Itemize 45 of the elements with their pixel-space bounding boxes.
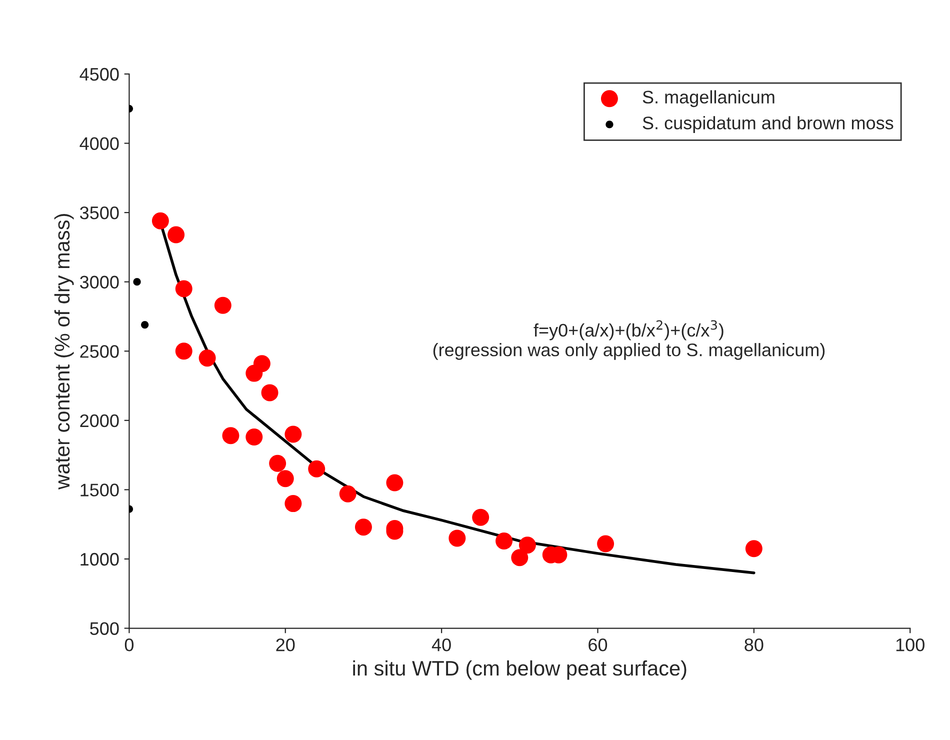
point bbox=[448, 530, 466, 547]
y-tick-label: 4000 bbox=[80, 137, 119, 150]
point bbox=[198, 350, 216, 367]
point bbox=[597, 535, 614, 552]
y-tick-label: 1000 bbox=[80, 552, 119, 566]
point bbox=[386, 474, 404, 492]
point bbox=[175, 342, 192, 360]
legend-label: S. magellanicum bbox=[642, 90, 774, 108]
x-tick-label: 100 bbox=[896, 638, 924, 652]
point bbox=[284, 495, 302, 512]
x-tick-label: 40 bbox=[432, 638, 451, 652]
point bbox=[518, 536, 536, 554]
x-tick-label: 80 bbox=[744, 638, 764, 652]
y-tick-label: 500 bbox=[90, 622, 119, 635]
x-tick-label: 20 bbox=[276, 638, 295, 652]
point bbox=[214, 296, 232, 314]
y-tick-label: 1500 bbox=[80, 484, 119, 496]
point bbox=[276, 470, 294, 488]
point bbox=[175, 280, 192, 298]
point bbox=[284, 426, 302, 443]
x-tick-label: 60 bbox=[588, 638, 608, 652]
point bbox=[222, 427, 240, 444]
y-tick-label: 4500 bbox=[80, 68, 119, 81]
point bbox=[261, 384, 278, 402]
annotation: f=y0+(a/x)+(b/x$^{2}$)+(c/x$^{3}$) (regression was only applied to S. magellanicum) bbox=[433, 320, 825, 360]
y-axis-title: water content (% of dry mass) bbox=[54, 214, 74, 490]
x-axis-title: in situ WTD (cm below peat surface) bbox=[353, 660, 686, 680]
y-tick-label: 3000 bbox=[80, 276, 119, 289]
point bbox=[745, 540, 762, 558]
y-tick-label: 2000 bbox=[80, 414, 119, 428]
point bbox=[354, 518, 372, 536]
y-tick-label: 2500 bbox=[80, 345, 119, 358]
point bbox=[472, 508, 490, 526]
point bbox=[308, 460, 326, 478]
point bbox=[339, 485, 356, 502]
point bbox=[511, 549, 528, 566]
x-tick-label: 0 bbox=[124, 638, 134, 652]
y-tick-label: 3500 bbox=[80, 206, 119, 220]
point bbox=[269, 454, 286, 472]
point bbox=[246, 428, 263, 446]
point bbox=[253, 355, 270, 372]
legend-label: S. cuspidatum and brown moss bbox=[642, 116, 894, 133]
point bbox=[152, 212, 169, 230]
point bbox=[496, 532, 513, 550]
point bbox=[168, 226, 185, 244]
